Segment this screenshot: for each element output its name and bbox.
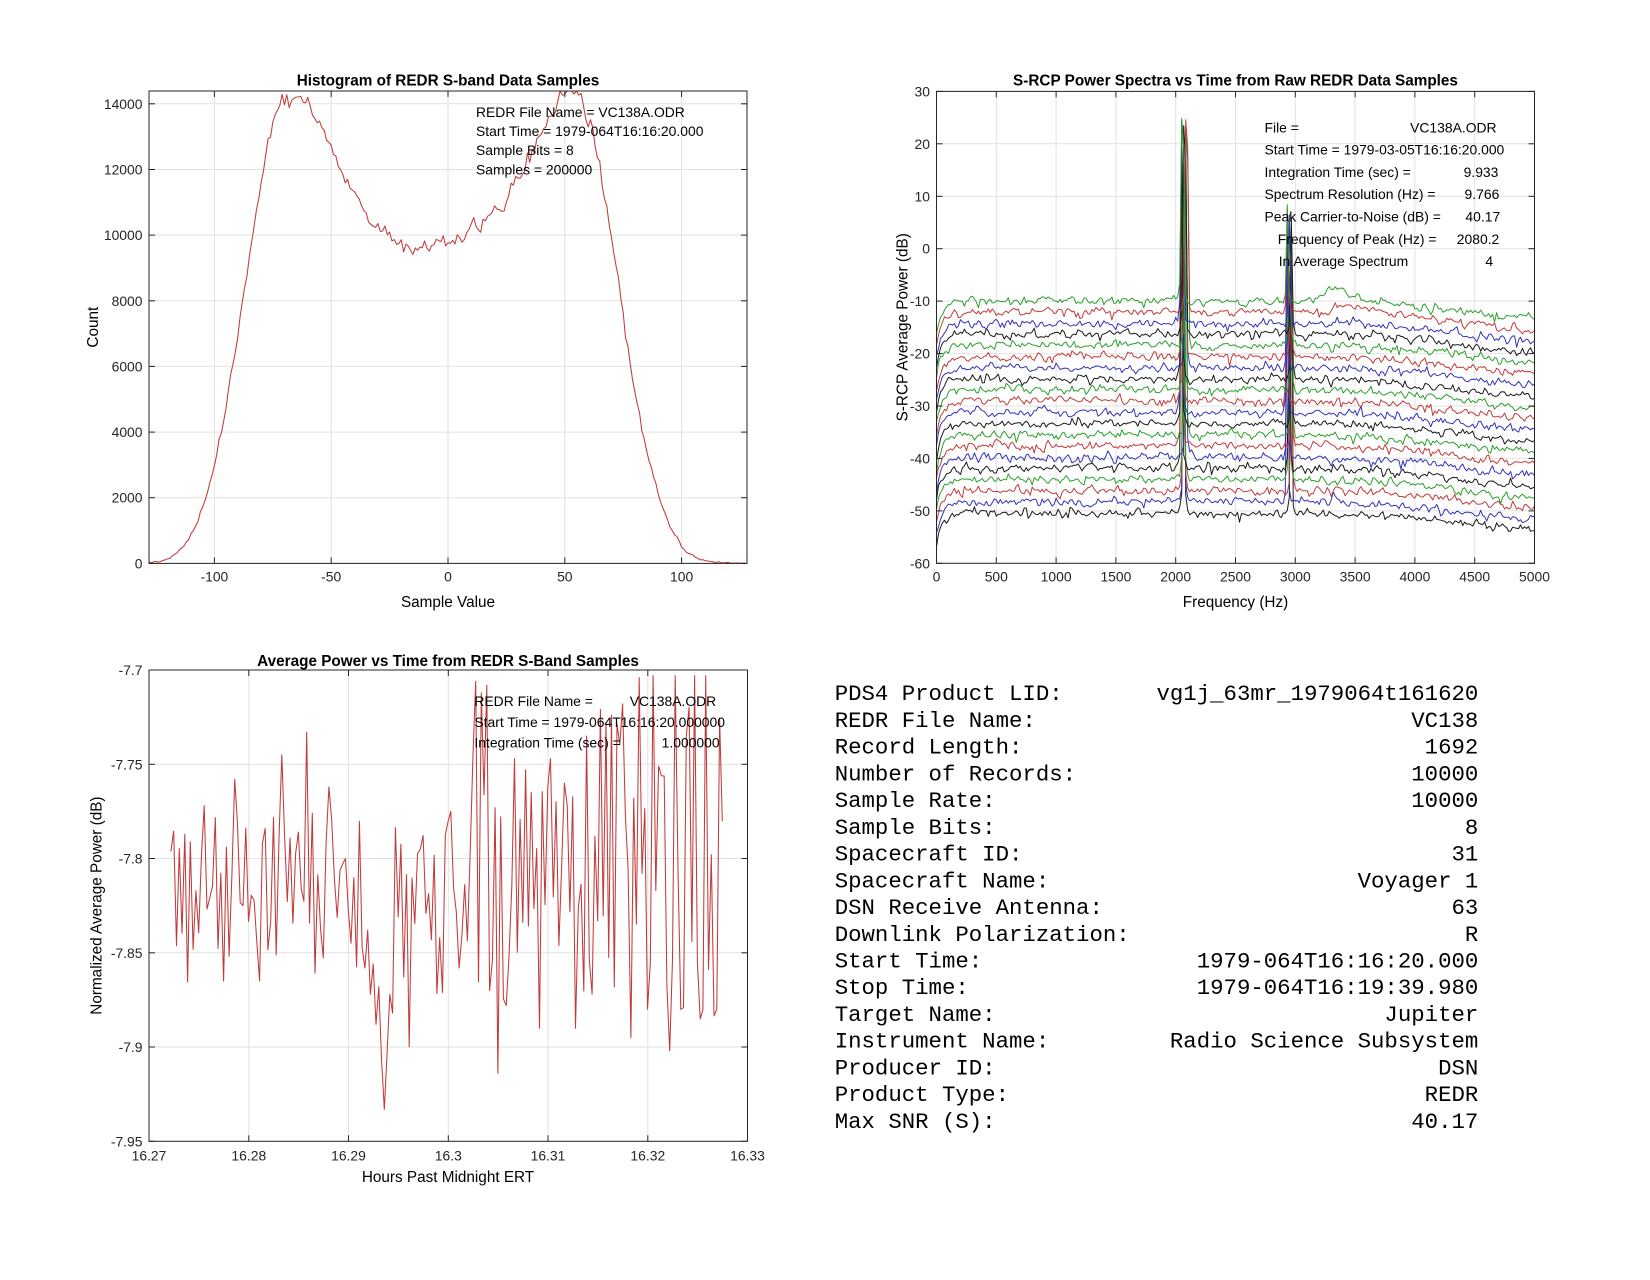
svg-text:Histogram of REDR S-band Data: Histogram of REDR S-band Data Samples xyxy=(297,73,600,90)
svg-text:Count: Count xyxy=(85,306,102,348)
svg-text:Sample Bits:: Sample Bits: 8 xyxy=(835,815,1479,841)
svg-text:Number of Records:: Number of Records: 10000 xyxy=(835,761,1479,787)
svg-text:-7.9: -7.9 xyxy=(119,1039,143,1055)
svg-text:In Average Spectrum: In Average Spectrum xyxy=(1279,253,1408,269)
svg-text:16.28: 16.28 xyxy=(231,1148,266,1164)
svg-text:1500: 1500 xyxy=(1100,569,1131,585)
svg-text:Producer ID:: Producer ID: DSN xyxy=(835,1055,1479,1081)
svg-text:16.29: 16.29 xyxy=(331,1148,366,1164)
svg-text:-40: -40 xyxy=(910,450,930,466)
svg-text:Sample Rate:: Sample Rate: 10000 xyxy=(835,788,1479,814)
svg-text:Average Power vs Time from RED: Average Power vs Time from REDR S-Band S… xyxy=(257,653,639,670)
svg-text:-60: -60 xyxy=(910,555,930,571)
svg-text:1000: 1000 xyxy=(1041,569,1072,585)
svg-text:2000: 2000 xyxy=(1160,569,1191,585)
svg-text:Spacecraft Name:: Spacecraft Name: Voyager 1 xyxy=(835,868,1479,894)
svg-text:9.766: 9.766 xyxy=(1465,186,1500,202)
svg-text:16.33: 16.33 xyxy=(730,1148,765,1164)
svg-text:Instrument Name: Radio: Instrument Name: Radio Science Subsystem xyxy=(835,1029,1479,1055)
svg-text:-7.75: -7.75 xyxy=(111,756,143,772)
svg-text:1.000000: 1.000000 xyxy=(662,735,720,751)
svg-text:6000: 6000 xyxy=(112,358,143,374)
svg-text:9.933: 9.933 xyxy=(1464,164,1499,180)
svg-text:Product Type:: Product Type: REDR xyxy=(835,1082,1479,1108)
svg-text:4000: 4000 xyxy=(112,424,143,440)
svg-text:Start Time = 1979-064T16:16:20: Start Time = 1979-064T16:16:20.000000 xyxy=(474,714,725,730)
svg-text:4: 4 xyxy=(1485,253,1493,269)
svg-text:12000: 12000 xyxy=(104,162,143,178)
svg-text:0: 0 xyxy=(135,555,143,571)
svg-text:Sample Bits = 8: Sample Bits = 8 xyxy=(476,142,574,158)
svg-text:16.32: 16.32 xyxy=(630,1148,665,1164)
svg-text:VC138A.ODR: VC138A.ODR xyxy=(630,693,716,709)
svg-text:PDS4 Product LID: vg1j_6: PDS4 Product LID: vg1j_63mr_1979064t1616… xyxy=(835,681,1479,707)
svg-text:Hours Past Midnight ERT: Hours Past Midnight ERT xyxy=(362,1169,534,1186)
svg-text:10: 10 xyxy=(915,188,931,204)
svg-text:Integration Time (sec) =: Integration Time (sec) = xyxy=(1265,164,1411,180)
svg-text:8000: 8000 xyxy=(112,293,143,309)
svg-text:Normalized Average Power (dB): Normalized Average Power (dB) xyxy=(89,796,106,1014)
svg-text:-7.95: -7.95 xyxy=(111,1133,143,1149)
svg-text:3000: 3000 xyxy=(1280,569,1311,585)
svg-text:2500: 2500 xyxy=(1220,569,1251,585)
svg-text:0: 0 xyxy=(922,241,930,257)
svg-text:-30: -30 xyxy=(910,398,930,414)
svg-text:REDR File Name =: REDR File Name = xyxy=(474,693,592,709)
svg-text:REDR File Name = VC138A.ODR: REDR File Name = VC138A.ODR xyxy=(476,104,685,120)
svg-text:Record Length:: Record Length: 1692 xyxy=(835,735,1479,761)
svg-text:S-RCP Power Spectra vs Time fr: S-RCP Power Spectra vs Time from Raw RED… xyxy=(1013,73,1458,90)
svg-text:10000: 10000 xyxy=(104,227,143,243)
svg-text:REDR File Name:: REDR File Name: VC138 xyxy=(835,708,1479,734)
svg-text:Downlink Polarization:: Downlink Polarization: R xyxy=(835,922,1479,948)
svg-text:16.3: 16.3 xyxy=(435,1148,462,1164)
svg-text:Start Time = 1979-03-05T16:16:: Start Time = 1979-03-05T16:16:20.000 xyxy=(1265,142,1505,158)
svg-text:-50: -50 xyxy=(321,569,341,585)
svg-text:14000: 14000 xyxy=(104,96,143,112)
svg-text:2000: 2000 xyxy=(112,490,143,506)
svg-text:Spectrum Resolution (Hz) =: Spectrum Resolution (Hz) = xyxy=(1265,186,1436,202)
svg-text:Sample Value: Sample Value xyxy=(401,594,495,611)
svg-text:40.17: 40.17 xyxy=(1465,209,1500,225)
svg-text:Samples = 200000: Samples = 200000 xyxy=(476,161,593,177)
svg-text:50: 50 xyxy=(557,569,573,585)
svg-text:-20: -20 xyxy=(910,346,930,362)
svg-text:Frequency (Hz): Frequency (Hz) xyxy=(1183,594,1288,611)
svg-text:Integration Time (sec) =: Integration Time (sec) = xyxy=(474,735,620,751)
svg-text:3500: 3500 xyxy=(1340,569,1371,585)
svg-text:Target Name:: Target Name: Jupiter xyxy=(835,1002,1479,1028)
svg-text:0: 0 xyxy=(444,569,452,585)
svg-text:2080.2: 2080.2 xyxy=(1457,231,1500,247)
svg-text:5000: 5000 xyxy=(1519,569,1550,585)
svg-text:File =: File = xyxy=(1265,119,1299,135)
svg-text:Start Time = 1979-064T16:16:20: Start Time = 1979-064T16:16:20.000 xyxy=(476,123,704,139)
svg-text:16.27: 16.27 xyxy=(132,1148,167,1164)
svg-text:DSN Receive Antenna:: DSN Receive Antenna: 63 xyxy=(835,895,1479,921)
svg-text:4500: 4500 xyxy=(1459,569,1490,585)
svg-text:Peak Carrier-to-Noise (dB) =: Peak Carrier-to-Noise (dB) = xyxy=(1265,209,1441,225)
svg-text:Spacecraft ID:: Spacecraft ID: 31 xyxy=(835,842,1479,868)
svg-text:Frequency of Peak (Hz) =: Frequency of Peak (Hz) = xyxy=(1278,231,1437,247)
svg-text:Start Time: 197: Start Time: 1979-064T16:16:20.000 xyxy=(835,949,1479,975)
svg-text:30: 30 xyxy=(915,83,931,99)
svg-text:-50: -50 xyxy=(910,503,930,519)
svg-text:4000: 4000 xyxy=(1399,569,1430,585)
svg-text:-100: -100 xyxy=(200,569,228,585)
svg-text:Stop Time: 197: Stop Time: 1979-064T16:19:39.980 xyxy=(835,975,1479,1001)
svg-text:20: 20 xyxy=(915,136,931,152)
svg-text:-7.85: -7.85 xyxy=(111,945,143,961)
svg-text:-10: -10 xyxy=(910,293,930,309)
svg-text:VC138A.ODR: VC138A.ODR xyxy=(1410,119,1496,135)
svg-text:16.31: 16.31 xyxy=(531,1148,566,1164)
svg-text:-7.7: -7.7 xyxy=(119,662,143,678)
svg-text:-7.8: -7.8 xyxy=(119,851,143,867)
svg-text:0: 0 xyxy=(933,569,941,585)
svg-text:100: 100 xyxy=(670,569,693,585)
svg-text:Max SNR (S):: Max SNR (S): 40.17 xyxy=(835,1109,1479,1135)
svg-text:S-RCP Average Power (dB): S-RCP Average Power (dB) xyxy=(895,233,912,421)
svg-text:500: 500 xyxy=(985,569,1008,585)
